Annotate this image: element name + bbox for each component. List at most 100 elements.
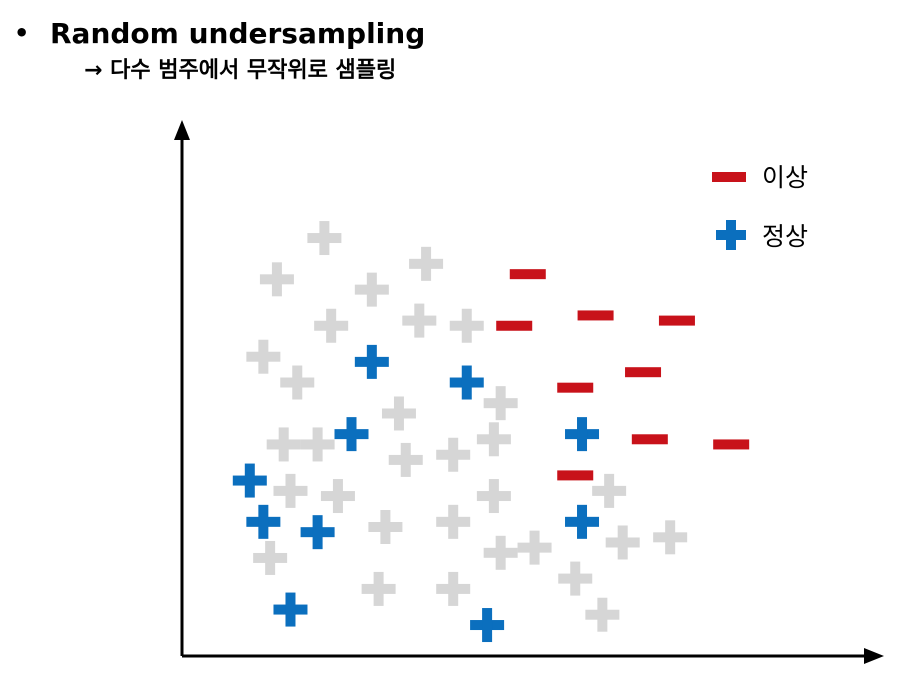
plus-bar-vertical — [597, 597, 608, 632]
plus-marker-unselected-13 — [388, 442, 423, 477]
plus-marker-unselected-22 — [483, 535, 518, 570]
plus-bar-vertical — [271, 262, 282, 297]
plus-marker-unselected-10 — [483, 386, 518, 421]
plus-bar-vertical — [617, 525, 628, 560]
plus-marker-unselected-27 — [592, 473, 627, 508]
minus-marker-7 — [713, 439, 750, 450]
plus-marker-unselected-18 — [476, 479, 511, 514]
plus-marker-unselected-25 — [361, 571, 396, 606]
plus-bar-vertical — [380, 510, 391, 544]
minus-marker-3 — [658, 315, 695, 326]
plus-bar-vertical — [346, 417, 357, 452]
plus-bar-vertical — [312, 515, 323, 550]
legend-plus-marker-v — [726, 220, 736, 250]
plus-marker-unselected-3 — [409, 246, 444, 281]
plus-bar-vertical — [461, 365, 472, 400]
plus-marker-unselected-28 — [605, 525, 640, 560]
plus-bar-vertical — [366, 272, 377, 307]
legend: 이상 정상 — [712, 163, 808, 251]
bullet-heading: • Random undersampling — [14, 14, 425, 52]
legend-item-plus: 정상 — [716, 220, 808, 251]
plus-bar-vertical — [488, 479, 499, 514]
plus-bar-vertical — [285, 592, 296, 627]
plus-bar-vertical — [488, 422, 499, 457]
plus-bar-vertical — [326, 308, 337, 343]
plus-bar-vertical — [258, 504, 269, 539]
plus-marker-selected-1 — [449, 365, 484, 400]
plus-marker-unselected-12 — [300, 427, 335, 462]
plus-marker-unselected-26 — [436, 571, 471, 606]
minus-marker-4 — [625, 367, 662, 378]
plus-marker-unselected-17 — [320, 479, 355, 514]
plus-marker-selected-9 — [470, 608, 505, 643]
plus-marker-unselected-20 — [436, 504, 471, 539]
plus-bar-vertical — [448, 504, 459, 539]
plus-bar-vertical — [292, 365, 303, 400]
plus-bar-vertical — [577, 504, 588, 539]
plus-marker-unselected-14 — [436, 437, 471, 472]
plus-bar-vertical — [332, 479, 343, 514]
plus-marker-selected-8 — [273, 592, 308, 627]
plus-marker-selected-2 — [334, 417, 369, 452]
plus-marker-unselected-6 — [402, 303, 437, 338]
plus-marker-unselected-24 — [558, 561, 593, 596]
heading-title: Random undersampling — [50, 16, 426, 50]
plus-bar-vertical — [373, 571, 384, 606]
legend-item-minus: 이상 — [712, 163, 808, 192]
plus-bar-vertical — [495, 535, 506, 570]
legend-plus-label: 정상 — [762, 222, 808, 251]
axes — [174, 120, 884, 664]
plus-bar-vertical — [265, 540, 276, 575]
minus-marker-5 — [557, 382, 594, 393]
plus-marker-unselected-11 — [266, 427, 301, 462]
plus-marker-unselected-7 — [449, 308, 484, 343]
minus-marker-8 — [557, 470, 594, 481]
plus-bar-vertical — [448, 437, 459, 472]
x-axis-arrowhead — [864, 648, 884, 664]
bullet-dot: • — [14, 19, 30, 47]
plus-bar-vertical — [570, 561, 581, 596]
plus-marker-unselected-16 — [273, 473, 308, 508]
plus-marker-selected-0 — [354, 344, 389, 379]
plus-bar-vertical — [278, 427, 289, 462]
minus-marker-6 — [631, 434, 668, 445]
heading-subtitle: → 다수 범주에서 무작위로 샘플링 — [84, 58, 397, 83]
plus-bar-vertical — [319, 221, 330, 256]
plus-bar-vertical — [604, 473, 615, 508]
plus-marker-unselected-0 — [307, 221, 342, 256]
plus-marker-unselected-29 — [653, 520, 688, 555]
y-axis-arrowhead — [174, 120, 190, 140]
legend-minus-marker — [712, 172, 746, 182]
plus-bar-vertical — [285, 473, 296, 508]
heading-block: • Random undersampling → 다수 범주에서 무작위로 샘플… — [14, 14, 425, 84]
plus-marker-unselected-1 — [259, 262, 294, 297]
plus-bar-vertical — [448, 571, 459, 606]
plus-bar-vertical — [414, 303, 425, 338]
plus-bar-vertical — [482, 608, 493, 643]
plus-marker-unselected-8 — [280, 365, 315, 400]
minus-marker-1 — [496, 320, 533, 331]
minus-marker-2 — [577, 310, 614, 321]
plus-marker-unselected-19 — [368, 510, 403, 544]
plus-marker-unselected-4 — [246, 339, 281, 374]
plus-marker-selected-5 — [246, 504, 281, 539]
plus-marker-unselected-30 — [585, 597, 620, 632]
plus-bar-vertical — [393, 396, 404, 431]
plus-bar-vertical — [244, 463, 255, 498]
plus-marker-unselected-21 — [253, 540, 288, 575]
plus-marker-unselected-5 — [314, 308, 349, 343]
plus-bar-vertical — [529, 530, 540, 565]
plus-bar-vertical — [258, 339, 269, 374]
plus-marker-selected-3 — [565, 417, 600, 452]
plus-marker-unselected-15 — [476, 422, 511, 457]
plus-bar-vertical — [366, 344, 377, 379]
plus-bar-vertical — [312, 427, 323, 462]
plus-bar-vertical — [665, 520, 676, 555]
plus-bar-vertical — [577, 417, 588, 452]
plus-marker-selected-4 — [232, 463, 267, 498]
plus-bar-vertical — [495, 386, 506, 421]
plus-bar-vertical — [400, 442, 411, 477]
plus-marker-unselected-2 — [354, 272, 389, 307]
legend-minus-label: 이상 — [762, 163, 808, 192]
